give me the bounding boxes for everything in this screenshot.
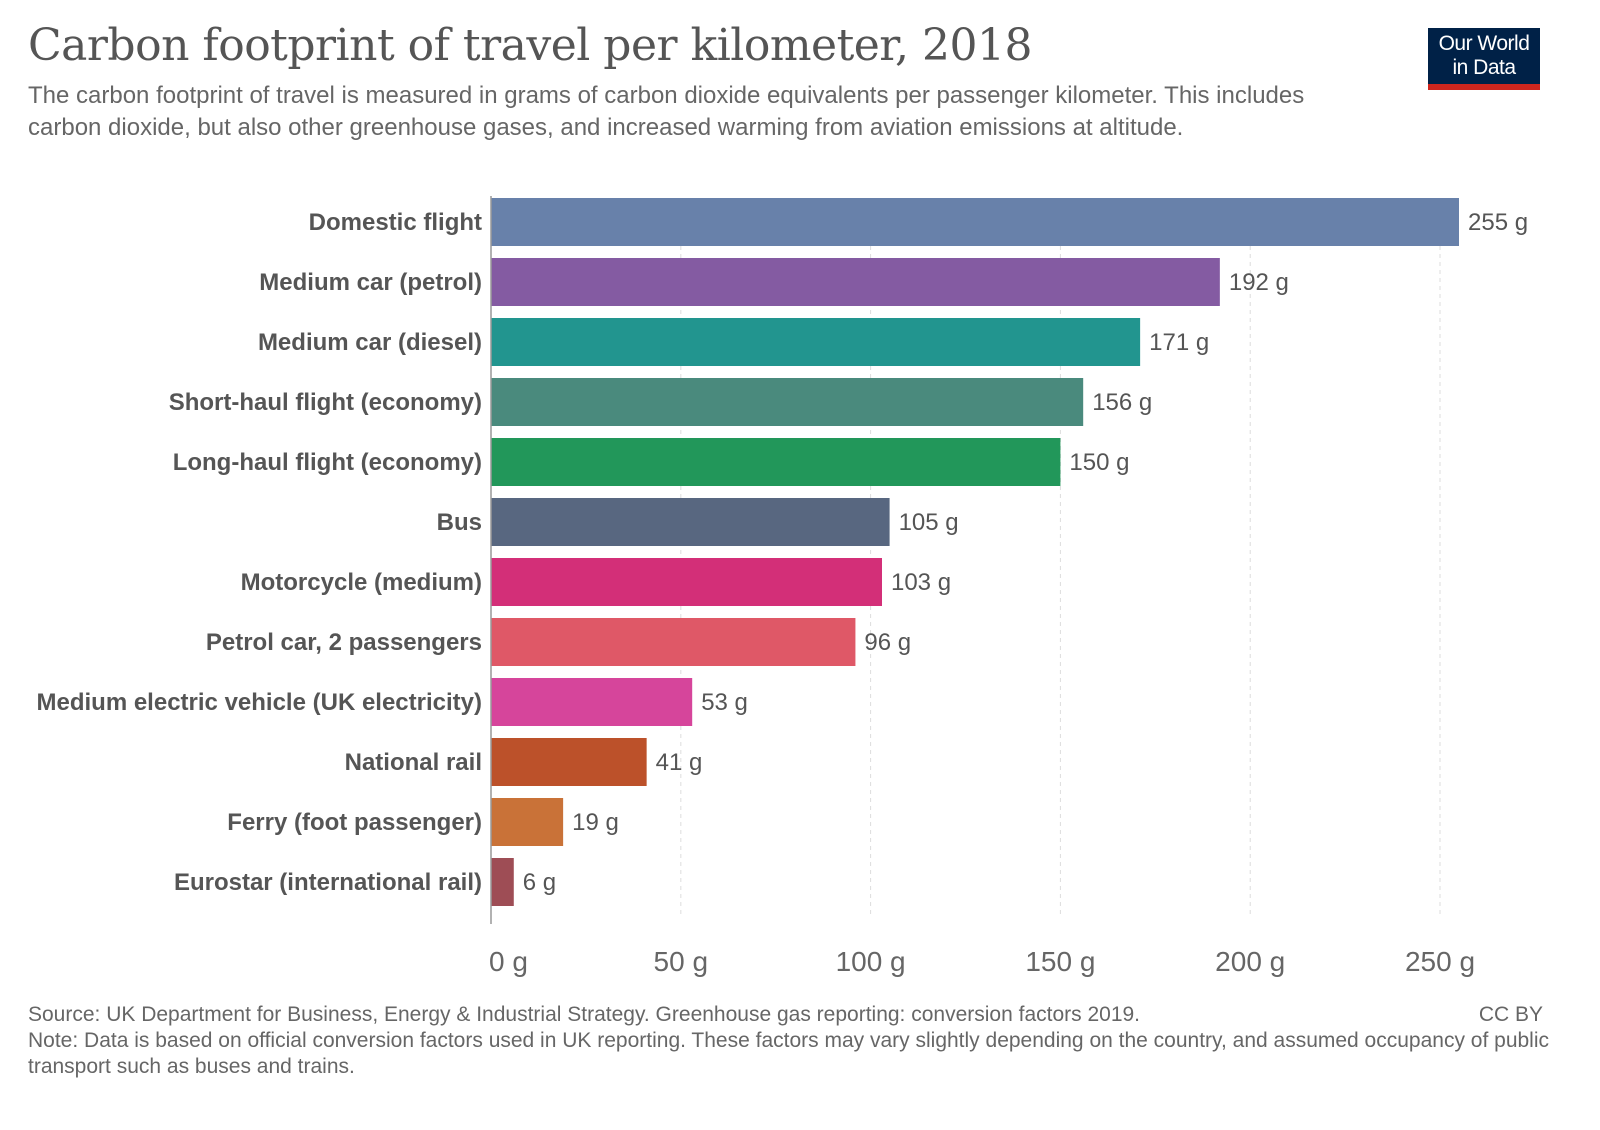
- category-label: National rail: [345, 749, 482, 776]
- value-label: 6 g: [523, 869, 556, 896]
- owid-logo[interactable]: Our World in Data: [1428, 28, 1540, 90]
- category-label: Short-haul flight (economy): [169, 389, 482, 416]
- logo-line-1: Our World: [1438, 32, 1530, 55]
- value-label: 53 g: [701, 689, 748, 716]
- x-tick-label: 0 g: [489, 946, 528, 977]
- bar: [491, 858, 514, 906]
- value-label: 192 g: [1229, 269, 1289, 296]
- bar: [491, 498, 890, 546]
- bar: [491, 618, 856, 666]
- category-label: Ferry (foot passenger): [227, 809, 482, 836]
- x-tick-label: 50 g: [654, 946, 709, 977]
- chart-title: Carbon footprint of travel per kilometer…: [28, 20, 1032, 71]
- x-tick-label: 100 g: [836, 946, 906, 977]
- logo-line-2: in Data: [1452, 56, 1516, 79]
- bar-chart: Domestic flight 255 g Medium car (petrol) 1…: [37, 196, 1528, 977]
- bar: [491, 798, 564, 846]
- value-label: 105 g: [899, 509, 959, 536]
- category-label: Medium electric vehicle (UK electricity): [37, 689, 483, 716]
- value-label: 171 g: [1149, 329, 1209, 356]
- license-link[interactable]: CC BY: [1478, 1003, 1543, 1026]
- category-label: Long-haul flight (economy): [173, 449, 482, 476]
- value-label: 41 g: [656, 749, 703, 776]
- category-label: Petrol car, 2 passengers: [206, 629, 482, 656]
- value-label: 19 g: [572, 809, 619, 836]
- category-label: Eurostar (international rail): [174, 869, 482, 896]
- chart-footer: Source: UK Department for Business, Ener…: [28, 1002, 1573, 1080]
- bar: [491, 558, 882, 606]
- bar: [491, 318, 1141, 366]
- category-label: Motorcycle (medium): [241, 569, 482, 596]
- value-label: 255 g: [1468, 209, 1528, 236]
- bar: [491, 738, 647, 786]
- bar: [491, 438, 1061, 486]
- category-label: Domestic flight: [309, 209, 482, 236]
- value-label: 150 g: [1069, 449, 1129, 476]
- value-label: 103 g: [891, 569, 951, 596]
- bar: [491, 198, 1459, 246]
- value-label: 96 g: [864, 629, 911, 656]
- category-label: Bus: [437, 509, 482, 536]
- source-text: Source: UK Department for Business, Ener…: [28, 1003, 1141, 1026]
- value-label: 156 g: [1092, 389, 1152, 416]
- x-tick-label: 150 g: [1025, 946, 1095, 977]
- note-text: Note: Data is based on official conversi…: [28, 1029, 1550, 1078]
- bar: [491, 678, 693, 726]
- x-tick-label: 250 g: [1405, 946, 1475, 977]
- bar: [491, 258, 1220, 306]
- chart-subtitle: The carbon footprint of travel is measur…: [28, 82, 1305, 141]
- bar: [491, 378, 1084, 426]
- category-label: Medium car (petrol): [259, 269, 482, 296]
- category-label: Medium car (diesel): [258, 329, 482, 356]
- x-tick-label: 200 g: [1215, 946, 1285, 977]
